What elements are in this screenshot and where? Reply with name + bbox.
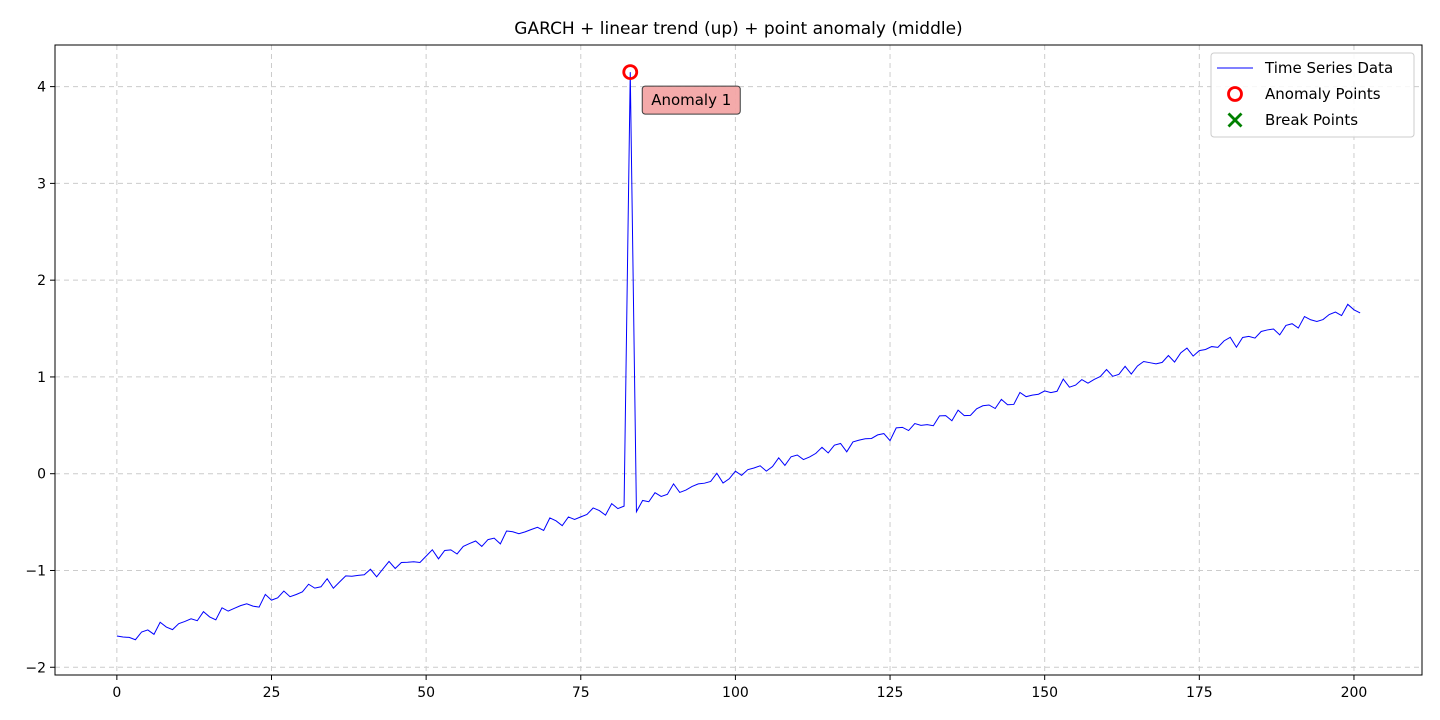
y-tick-label: −1 [25, 563, 46, 579]
x-tick-label: 125 [877, 685, 904, 701]
legend-box [1210, 52, 1415, 138]
axes-frame [54, 44, 1423, 676]
grid [55, 45, 1422, 675]
y-tick-label: 1 [37, 370, 46, 386]
x-tick-label: 100 [722, 685, 749, 701]
legend-label: Time Series Data [1264, 59, 1393, 77]
ticks: 0 25 50 75 100 125 150 175 200 −2 −1 0 1 2 3 4 [25, 80, 1367, 701]
legend: Time Series Data Anomaly Points Break Poin… [1210, 52, 1415, 138]
x-tick-label: 175 [1186, 685, 1213, 701]
annotation-label: Anomaly 1 [651, 91, 731, 109]
chart-title: GARCH + linear trend (up) + point anomal… [514, 19, 962, 39]
y-tick-label: −2 [25, 660, 46, 676]
x-tick-label: 150 [1031, 685, 1058, 701]
annotation-box [641, 85, 741, 115]
y-tick-label: 0 [37, 467, 46, 483]
x-tick-label: 25 [263, 685, 281, 701]
x-tick-label: 50 [417, 685, 435, 701]
y-tick-label: 2 [37, 273, 46, 289]
x-tick-label: 0 [112, 685, 121, 701]
x-tick-label: 75 [572, 685, 590, 701]
series-line [116, 72, 1361, 641]
legend-label: Break Points [1265, 111, 1358, 129]
y-tick-label: 4 [37, 80, 46, 96]
anomaly-annotation: Anomaly 1 [641, 85, 741, 115]
x-tick-label: 200 [1341, 685, 1368, 701]
legend-x-swatch [1227, 112, 1243, 128]
anomaly-point [622, 64, 639, 80]
y-tick-label: 3 [37, 176, 46, 192]
plot-area: Anomaly 1 [116, 64, 1361, 641]
legend-label: Anomaly Points [1265, 85, 1381, 103]
legend-circle-swatch [1227, 86, 1243, 102]
